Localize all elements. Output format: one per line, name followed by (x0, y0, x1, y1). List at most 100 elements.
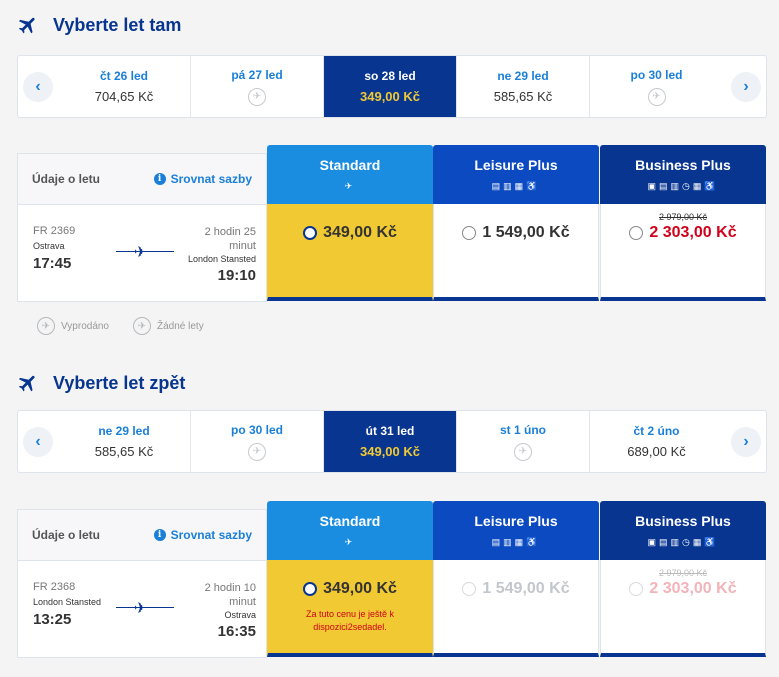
inbound-next-button[interactable]: › (726, 411, 766, 472)
compare-label: Srovnat sazby (170, 172, 252, 186)
compare-label: Srovnat sazby (170, 528, 252, 542)
outbound-date-1[interactable]: pá 27 led ✈ (191, 56, 324, 117)
legend-label: Vyprodáno (61, 320, 109, 332)
no-flight-icon: ✈ (514, 442, 532, 461)
fare-name: Business Plus (635, 513, 731, 529)
flight-info-label: Údaje o letu (32, 172, 101, 186)
destination-airport: Ostrava (224, 610, 256, 620)
fare-header: Business Plus ▣▤▥◷▦♿ (600, 145, 766, 204)
fare-price: 1 549,00 Kč (482, 224, 570, 241)
flight-number: FR 2368 (33, 581, 76, 593)
inbound-date-strip: ‹ ne 29 led 585,65 Kč po 30 led ✈ út 31 … (17, 410, 767, 473)
outbound-flight-card: FR 2369 Ostrava 17:45 ✈ 2 hodin 25 minut… (17, 204, 267, 302)
fare-perks-icons: ▣▤▥◷▦♿ (647, 181, 719, 191)
fare-header: Business Plus ▣▤▥◷▦♿ (600, 501, 766, 560)
fare-radio[interactable] (303, 226, 318, 240)
inbound-title-row: Vyberte let zpět (17, 372, 185, 394)
inbound-date-2[interactable]: út 31 led 349,00 Kč (324, 411, 457, 472)
outbound-date-0[interactable]: čt 26 led 704,65 Kč (58, 56, 191, 117)
inbound-date-1[interactable]: po 30 led ✈ (191, 411, 324, 472)
date-label: čt 2 úno (633, 424, 680, 438)
flight-info-label: Údaje o letu (32, 528, 101, 542)
outbound-next-button[interactable]: › (726, 56, 766, 117)
outbound-date-4[interactable]: po 30 led ✈ (590, 56, 723, 117)
compare-fares-link[interactable]: i Srovnat sazby (153, 172, 252, 186)
date-label: so 28 led (364, 69, 416, 83)
fare-name: Leisure Plus (474, 513, 558, 529)
inbound-fare-standard[interactable]: Standard ✈ 349,00 Kč Za tuto cenu je ješ… (267, 501, 433, 657)
fare-perks-icons: ▤▥▦♿ (491, 537, 541, 547)
arrival-time: 16:35 (217, 623, 256, 640)
route-line (116, 607, 174, 608)
info-icon: i (153, 173, 166, 185)
fare-price: 1 549,00 Kč (482, 580, 570, 597)
inbound-flight-card: FR 2368 London Stansted 13:25 ✈ 2 hodin … (17, 560, 267, 658)
fare-name: Business Plus (635, 157, 731, 173)
destination-airport: London Stansted (187, 254, 256, 264)
outbound-prev-button[interactable]: ‹ (18, 56, 58, 117)
fare-radio[interactable] (303, 582, 318, 596)
outbound-fare-business[interactable]: Business Plus ▣▤▥◷▦♿ 2 979,00 Kč 2 303,0… (600, 145, 766, 301)
outbound-date-3[interactable]: ne 29 led 585,65 Kč (457, 56, 590, 117)
chevron-left-icon: ‹ (23, 426, 53, 457)
flight-info-header: Údaje o letu i Srovnat sazby (17, 509, 267, 560)
fare-radio[interactable] (462, 226, 477, 240)
compare-fares-link[interactable]: i Srovnat sazby (153, 528, 252, 542)
inbound-title: Vyberte let zpět (53, 372, 186, 393)
outbound-title: Vyberte let tam (53, 14, 182, 35)
outbound-fare-leisure[interactable]: Leisure Plus ▤▥▦♿ 1 549,00 Kč (433, 145, 599, 301)
fare-perks-icons: ▣▤▥◷▦♿ (647, 537, 719, 547)
departure-time: 17:45 (33, 255, 72, 272)
inbound-fare-block: Údaje o letu i Srovnat sazby FR 2368 Lond… (17, 501, 767, 662)
fare-body: 1 549,00 Kč (433, 560, 599, 657)
outbound-date-2[interactable]: so 28 led 349,00 Kč (324, 56, 457, 117)
route-line (116, 251, 174, 252)
fare-radio[interactable] (629, 226, 644, 240)
fare-header: Standard ✈ (267, 501, 433, 560)
date-label: st 1 úno (499, 422, 546, 437)
fare-price: 2 303,00 Kč (649, 224, 737, 241)
legend-label: Žádné lety (157, 320, 204, 332)
chevron-left-icon: ‹ (23, 71, 53, 102)
fare-body: 349,00 Kč Za tuto cenu je ještě k dispoz… (267, 560, 433, 657)
old-price: 2 979,00 Kč (658, 568, 708, 578)
outbound-title-row: Vyberte let tam (17, 14, 181, 36)
fare-body: 349,00 Kč (267, 204, 433, 301)
inbound-date-4[interactable]: čt 2 úno 689,00 Kč (590, 411, 723, 472)
plane-icon: ✈ (134, 244, 147, 261)
no-flight-icon: ✈ (248, 87, 266, 106)
legend-sold-out: ✈ Vyprodáno (37, 317, 109, 335)
plane-icon (18, 375, 35, 392)
date-label: út 31 led (365, 424, 415, 438)
date-price: 349,00 Kč (360, 444, 420, 459)
fare-header: Leisure Plus ▤▥▦♿ (433, 145, 599, 204)
arrival-time: 19:10 (217, 267, 256, 284)
no-flight-icon: ✈ (647, 87, 666, 106)
date-price: 585,65 Kč (493, 89, 553, 104)
flight-info-header: Údaje o letu i Srovnat sazby (17, 153, 267, 204)
fare-body: 2 979,00 Kč 2 303,00 Kč (600, 560, 766, 657)
fare-price: 349,00 Kč (323, 224, 397, 241)
inbound-date-0[interactable]: ne 29 led 585,65 Kč (58, 411, 191, 472)
chevron-right-icon: › (731, 426, 761, 457)
date-price: 349,00 Kč (360, 89, 420, 104)
fare-body: 2 979,00 Kč 2 303,00 Kč (600, 204, 766, 301)
date-price: 585,65 Kč (94, 444, 154, 459)
legend-no-flights: ✈ Žádné lety (133, 317, 204, 335)
inbound-fare-leisure: Leisure Plus ▤▥▦♿ 1 549,00 Kč (433, 501, 599, 657)
fare-header: Standard ✈ (267, 145, 433, 204)
inbound-date-3[interactable]: st 1 úno ✈ (457, 411, 590, 472)
fare-radio (629, 582, 644, 596)
fare-name: Standard (319, 157, 381, 173)
inbound-fare-business: Business Plus ▣▤▥◷▦♿ 2 979,00 Kč 2 303,0… (600, 501, 766, 657)
legend: ✈ Vyprodáno ✈ Žádné lety (37, 317, 204, 335)
plane-icon: ✈ (134, 600, 147, 617)
origin-airport: London Stansted (33, 597, 102, 607)
chevron-right-icon: › (731, 71, 761, 102)
no-flight-icon: ✈ (248, 442, 266, 461)
fare-price: 349,00 Kč (323, 580, 397, 597)
inbound-prev-button[interactable]: ‹ (18, 411, 58, 472)
outbound-fare-standard[interactable]: Standard ✈ 349,00 Kč (267, 145, 433, 301)
date-label: po 30 led (230, 422, 283, 437)
info-icon: i (153, 529, 166, 541)
